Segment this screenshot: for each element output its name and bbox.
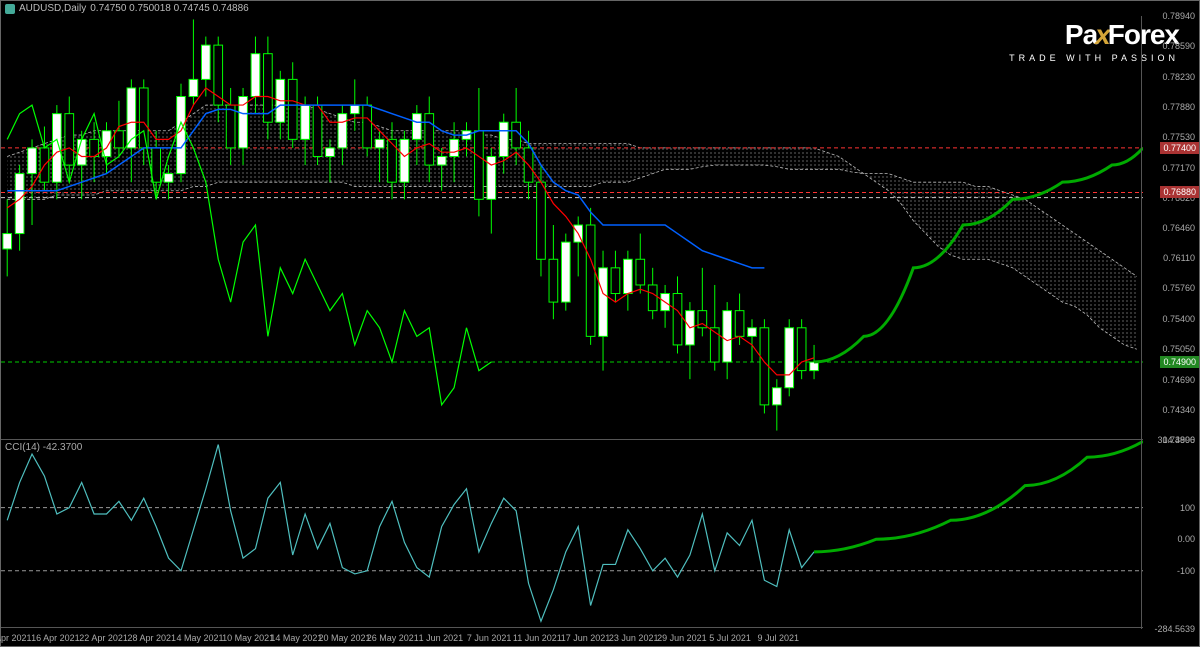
x-tick-label: 1 Jun 2021: [419, 633, 464, 643]
price-panel[interactable]: [1, 16, 1143, 440]
y-tick-label: 0.75400: [1162, 314, 1195, 324]
y-tick-label: 0.77880: [1162, 102, 1195, 112]
x-tick-label: 7 Jun 2021: [467, 633, 512, 643]
symbol-label: AUDUSD,Daily: [19, 3, 86, 14]
x-tick-label: 20 May 2021: [319, 633, 371, 643]
y-tick-label: 0.74340: [1162, 405, 1195, 415]
y-tick-label: 0.75050: [1162, 344, 1195, 354]
x-tick-label: 22 Apr 2021: [79, 633, 128, 643]
x-tick-label: 4 May 2021: [176, 633, 223, 643]
x-tick-label: 28 Apr 2021: [128, 633, 177, 643]
cci-y-tick: -284.5639: [1154, 624, 1195, 634]
x-tick-label: 29 Jun 2021: [657, 633, 707, 643]
x-tick-label: 12 Apr 2021: [0, 633, 31, 643]
cci-y-tick: 100: [1180, 503, 1195, 513]
price-chart-svg: [1, 16, 1143, 440]
cci-y-tick: 314.4806: [1157, 435, 1195, 445]
time-x-axis: 12 Apr 202116 Apr 202122 Apr 202128 Apr …: [1, 627, 1143, 646]
cci-y-tick: -100: [1177, 566, 1195, 576]
price-y-axis: 0.789400.785900.782300.778800.775300.771…: [1141, 16, 1199, 440]
chart-title: AUDUSD,Daily 0.74750 0.750018 0.74745 0.…: [5, 3, 249, 14]
x-tick-label: 11 Jun 2021: [513, 633, 562, 643]
chart-icon: [5, 4, 15, 14]
y-tick-label: 0.76110: [1163, 253, 1195, 263]
y-tick-label: 0.75760: [1162, 283, 1195, 293]
x-tick-label: 10 May 2021: [222, 633, 274, 643]
y-tick-label: 0.76460: [1162, 223, 1195, 233]
x-tick-label: 14 May 2021: [270, 633, 322, 643]
y-tick-label: 0.78940: [1162, 11, 1195, 21]
y-tick-label: 0.77170: [1162, 163, 1195, 173]
cci-chart-svg: [1, 440, 1143, 629]
y-tick-label: 0.78590: [1162, 41, 1195, 51]
y-tick-label: 0.78230: [1162, 72, 1195, 82]
x-tick-label: 9 Jul 2021: [757, 633, 799, 643]
y-tick-label: 0.77530: [1162, 132, 1195, 142]
y-tick-label: 0.74690: [1162, 375, 1195, 385]
price-tag: 0.77400: [1160, 142, 1199, 154]
x-tick-label: 26 May 2021: [367, 633, 419, 643]
price-tag: 0.76880: [1160, 186, 1199, 198]
x-tick-label: 5 Jul 2021: [709, 633, 751, 643]
ohlc-label: 0.74750 0.750018 0.74745 0.74886: [90, 3, 249, 14]
x-tick-label: 23 Jun 2021: [609, 633, 659, 643]
x-tick-label: 16 Apr 2021: [31, 633, 80, 643]
price-tag: 0.74900: [1160, 356, 1199, 368]
chart-window: AUDUSD,Daily 0.74750 0.750018 0.74745 0.…: [0, 0, 1200, 647]
cci-y-axis: 314.48061000.00-100-284.5639: [1141, 440, 1199, 629]
indicator-panel[interactable]: CCI(14) -42.3700: [1, 440, 1143, 629]
cci-y-tick: 0.00: [1177, 534, 1195, 544]
x-tick-label: 17 Jun 2021: [561, 633, 611, 643]
